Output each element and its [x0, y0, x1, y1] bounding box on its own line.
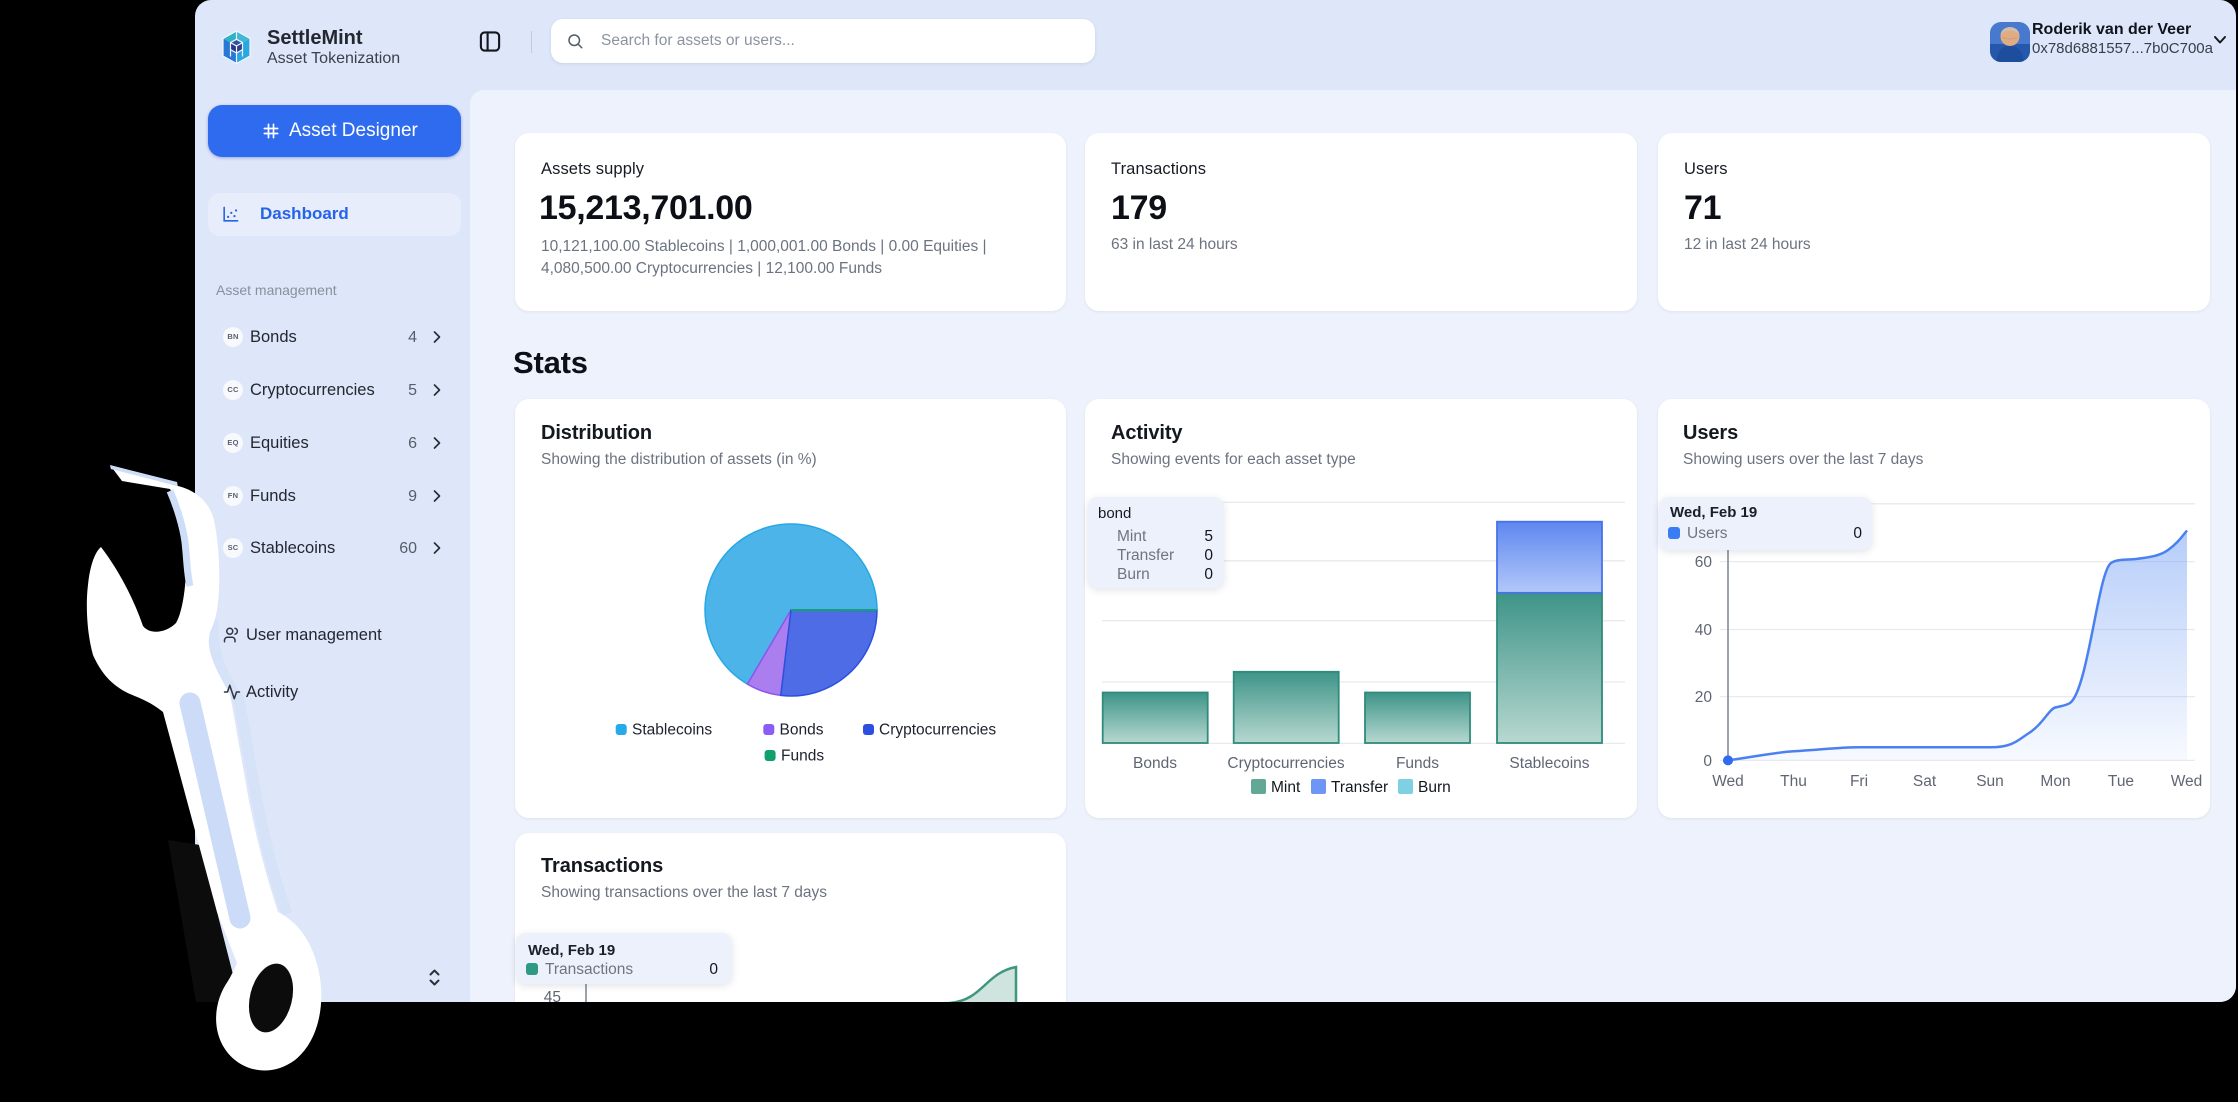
svg-text:Cryptocurrencies: Cryptocurrencies — [879, 722, 996, 739]
svg-text:Tue: Tue — [2108, 773, 2134, 790]
svg-text:Bonds: Bonds — [780, 722, 824, 739]
svg-text:Wed: Wed — [2171, 773, 2203, 790]
svg-text:Funds: Funds — [1396, 755, 1439, 772]
svg-text:Mon: Mon — [2040, 773, 2070, 790]
svg-text:Sun: Sun — [1976, 773, 2004, 790]
svg-text:45: 45 — [544, 989, 561, 1002]
svg-text:Bonds: Bonds — [1133, 755, 1177, 772]
svg-text:Sat: Sat — [1913, 773, 1937, 790]
svg-text:Burn: Burn — [1418, 779, 1451, 796]
svg-text:Stablecoins: Stablecoins — [1509, 755, 1589, 772]
svg-text:Fri: Fri — [1850, 773, 1868, 790]
svg-text:40: 40 — [1695, 622, 1713, 639]
svg-text:60: 60 — [1695, 554, 1713, 571]
svg-text:0: 0 — [1703, 753, 1712, 770]
svg-text:Thu: Thu — [1780, 773, 1807, 790]
svg-text:Stablecoins: Stablecoins — [632, 722, 712, 739]
svg-text:20: 20 — [1695, 689, 1713, 706]
svg-text:Cryptocurrencies: Cryptocurrencies — [1227, 755, 1344, 772]
svg-text:Wed: Wed — [1712, 773, 1744, 790]
svg-text:Mint: Mint — [1271, 779, 1301, 796]
svg-text:Funds: Funds — [781, 748, 824, 765]
svg-text:Transfer: Transfer — [1331, 779, 1388, 796]
